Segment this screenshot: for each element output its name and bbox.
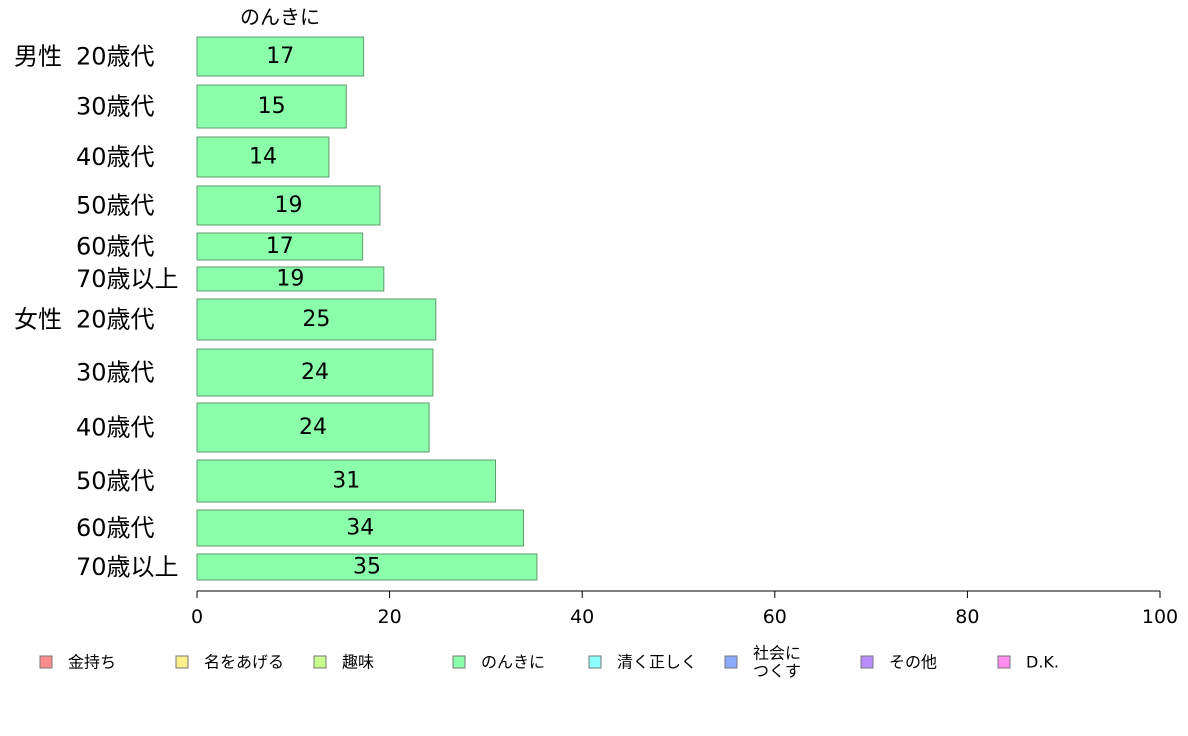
legend-label: 趣味 [342,653,374,672]
category-label: 30歳代 [76,93,155,121]
group-label: 男性 [14,43,62,71]
legend-label: 名をあげる [204,653,284,672]
category-label: 60歳代 [76,514,155,542]
bar-value-label: 19 [274,193,302,218]
bar-value-label: 17 [266,44,294,69]
bar [196,298,437,341]
bar-value-label: 17 [266,234,294,259]
legend-label: 社会につくす [753,644,801,681]
legend-swatch [313,655,327,669]
category-label: 20歳代 [76,43,155,71]
legend-swatch [724,655,738,669]
legend-swatch [452,655,466,669]
x-tick-label: 100 [1142,606,1178,628]
x-tick-label: 0 [191,606,203,628]
bar-value-label: 15 [258,94,286,119]
bar-value-label: 34 [346,516,374,541]
bar-value-label: 24 [299,415,327,440]
bar [196,266,385,292]
bar [196,36,365,77]
category-label: 70歳以上 [76,553,179,581]
category-label: 50歳代 [76,192,155,220]
bar [196,232,364,261]
bar [196,185,381,226]
x-tick-label: 20 [378,606,402,628]
legend-label: のんきに [481,653,545,672]
group-label: 女性 [14,306,62,334]
bar-value-label: 19 [276,267,304,292]
bar-value-label: 35 [353,555,381,580]
category-label: 30歳代 [76,359,155,387]
bar [196,553,538,581]
bar [196,459,497,503]
bar [196,509,524,547]
bar [196,402,430,453]
bar [196,348,434,397]
category-label: 70歳以上 [76,265,179,293]
category-label: 40歳代 [76,143,155,171]
legend-swatch [997,655,1011,669]
legend-swatch [860,655,874,669]
bar-value-label: 31 [332,469,360,494]
bar-value-label: 14 [249,145,277,170]
bar-value-label: 24 [301,360,329,385]
bar [196,136,330,178]
legend-swatch [39,655,53,669]
x-tick-label: 80 [955,606,979,628]
legend-label: その他 [889,653,937,672]
series-title: のんきに [240,5,320,29]
legend-swatch [175,655,189,669]
legend-swatch [588,655,602,669]
legend-label: 清く正しく [617,653,697,672]
category-label: 60歳代 [76,233,155,261]
bar [196,84,347,129]
x-tick-label: 40 [570,606,594,628]
category-label: 20歳代 [76,306,155,334]
legend-label: 金持ち [68,653,116,672]
category-label: 50歳代 [76,467,155,495]
x-tick-label: 60 [763,606,787,628]
bar-value-label: 25 [302,307,330,332]
category-label: 40歳代 [76,414,155,442]
legend-label: D.K. [1026,653,1059,672]
